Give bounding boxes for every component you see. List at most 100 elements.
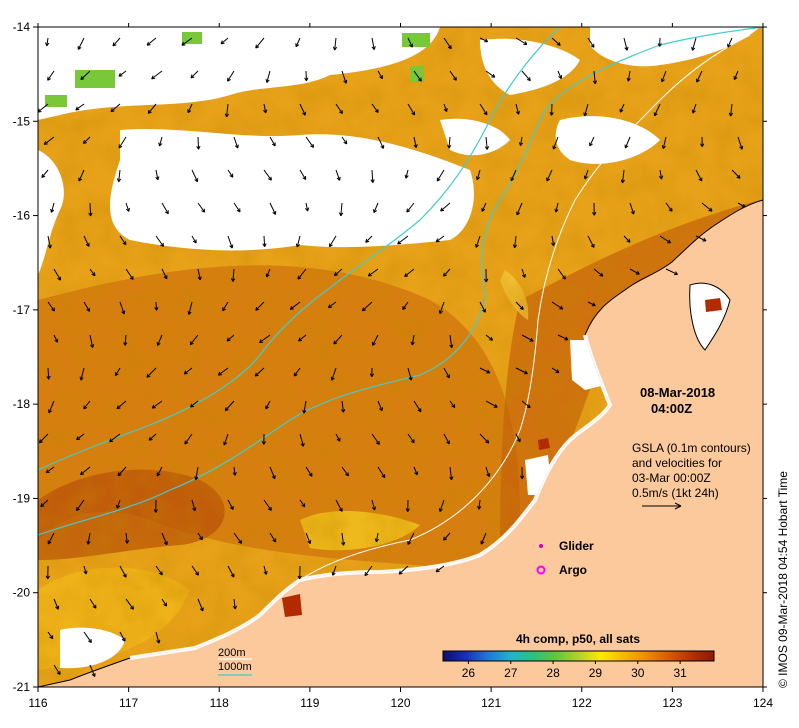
- velocity-arrow: [397, 235, 409, 245]
- velocity-arrow: [371, 433, 380, 445]
- velocity-arrow: [187, 103, 193, 114]
- velocity-arrow: [443, 532, 451, 541]
- velocity-arrow: [440, 202, 451, 212]
- velocity-arrow: [485, 466, 491, 477]
- isobath-1000m: [38, 27, 561, 471]
- velocity-arrow: [161, 202, 169, 215]
- velocity-arrow: [47, 532, 55, 545]
- velocity-arrow: [341, 532, 346, 546]
- velocity-arrow: [516, 202, 523, 216]
- velocity-arrow: [733, 70, 739, 80]
- velocity-arrow: [479, 433, 490, 444]
- velocity-arrow: [227, 235, 234, 249]
- velocity-arrow: [521, 268, 526, 278]
- velocity-arrow: [521, 334, 534, 342]
- lat-tick-label: -18: [13, 397, 31, 411]
- velocity-arrow: [38, 433, 49, 444]
- velocity-arrow: [479, 103, 488, 116]
- velocity-arrow: [53, 664, 61, 676]
- velocity-arrow: [76, 499, 85, 512]
- velocity-arrow: [80, 466, 91, 476]
- colorbar-tick-label: 30: [631, 666, 645, 680]
- velocity-arrow: [657, 37, 662, 47]
- velocity-arrow: [515, 103, 520, 115]
- velocity-arrow: [47, 631, 54, 640]
- velocity-arrow: [155, 631, 161, 644]
- velocity-arrow: [443, 367, 450, 379]
- velocity-arrow: [151, 70, 163, 80]
- velocity-arrow: [125, 268, 134, 280]
- velocity-arrow: [449, 400, 456, 408]
- lon-tick-label: 119: [300, 696, 319, 710]
- velocity-arrow: [658, 169, 664, 180]
- velocity-arrow: [153, 499, 158, 513]
- velocity-arrow: [341, 136, 348, 145]
- velocity-arrow: [438, 301, 445, 315]
- velocity-arrow: [436, 169, 445, 182]
- velocity-arrow: [341, 466, 349, 477]
- velocity-arrow: [410, 334, 415, 346]
- velocity-arrow: [592, 202, 597, 216]
- velocity-arrow: [479, 301, 486, 313]
- velocity-arrow: [361, 301, 373, 312]
- gsla-line-4: 0.5m/s (1kt 24h): [632, 486, 719, 500]
- velocity-arrow: [619, 103, 625, 113]
- velocity-arrow: [557, 334, 569, 341]
- velocity-arrow: [377, 400, 383, 412]
- velocity-arrow: [83, 565, 88, 575]
- velocity-arrow: [161, 268, 168, 280]
- velocity-arrow: [665, 202, 673, 212]
- velocity-arrow: [413, 70, 422, 82]
- velocity-arrow: [265, 400, 271, 410]
- velocity-arrow: [554, 202, 559, 213]
- velocity-arrow: [405, 499, 410, 512]
- lon-tick-label: 120: [390, 696, 410, 710]
- velocity-arrow: [371, 334, 379, 346]
- colorbar-tick-label: 28: [546, 666, 560, 680]
- velocity-arrow: [191, 565, 199, 576]
- velocity-arrow: [413, 466, 419, 476]
- velocity-arrow: [691, 103, 697, 114]
- colorbar-tick-label: 29: [589, 666, 603, 680]
- scale-arrow: [642, 502, 682, 510]
- velocity-arrow: [227, 70, 235, 82]
- glider-label: Glider: [559, 539, 594, 553]
- velocity-arrow: [254, 367, 265, 377]
- velocity-arrow: [146, 367, 157, 378]
- velocity-arrow: [521, 400, 531, 409]
- velocity-arrow: [83, 235, 90, 247]
- velocity-arrow: [728, 103, 734, 117]
- annotation-time: 04:00Z: [651, 401, 692, 416]
- colorbar-tick-label: 27: [504, 666, 518, 680]
- velocity-arrow: [475, 169, 481, 181]
- velocity-arrow: [737, 202, 746, 208]
- velocity-arrow: [341, 70, 348, 84]
- velocity-arrow: [158, 136, 163, 147]
- velocity-arrow: [269, 202, 277, 215]
- velocity-arrow: [475, 235, 481, 248]
- velocity-arrow: [299, 433, 305, 447]
- lat-tick-label: -15: [13, 114, 31, 128]
- lat-tick-label: -17: [13, 303, 31, 317]
- lon-tick-label: 121: [481, 696, 501, 710]
- velocity-arrow: [116, 169, 122, 183]
- velocity-arrow: [261, 433, 266, 445]
- velocity-arrow: [413, 136, 418, 148]
- lon-tick-label: 123: [662, 696, 682, 710]
- velocity-arrow: [220, 37, 229, 45]
- velocity-arrow: [700, 136, 705, 148]
- velocity-arrow: [333, 268, 343, 276]
- velocity-arrow: [407, 532, 415, 545]
- velocity-arrow: [89, 334, 95, 348]
- velocity-arrow: [299, 103, 306, 116]
- velocity-arrow: [305, 532, 312, 544]
- velocity-arrow: [47, 301, 56, 312]
- velocity-arrow: [305, 466, 313, 477]
- velocity-arrow: [369, 367, 374, 377]
- velocity-arrow: [406, 202, 415, 213]
- glider-marker-icon: [539, 544, 543, 548]
- velocity-arrow: [691, 37, 697, 51]
- velocity-arrow: [89, 664, 96, 677]
- velocity-arrow: [155, 235, 165, 247]
- velocity-arrow: [589, 136, 595, 147]
